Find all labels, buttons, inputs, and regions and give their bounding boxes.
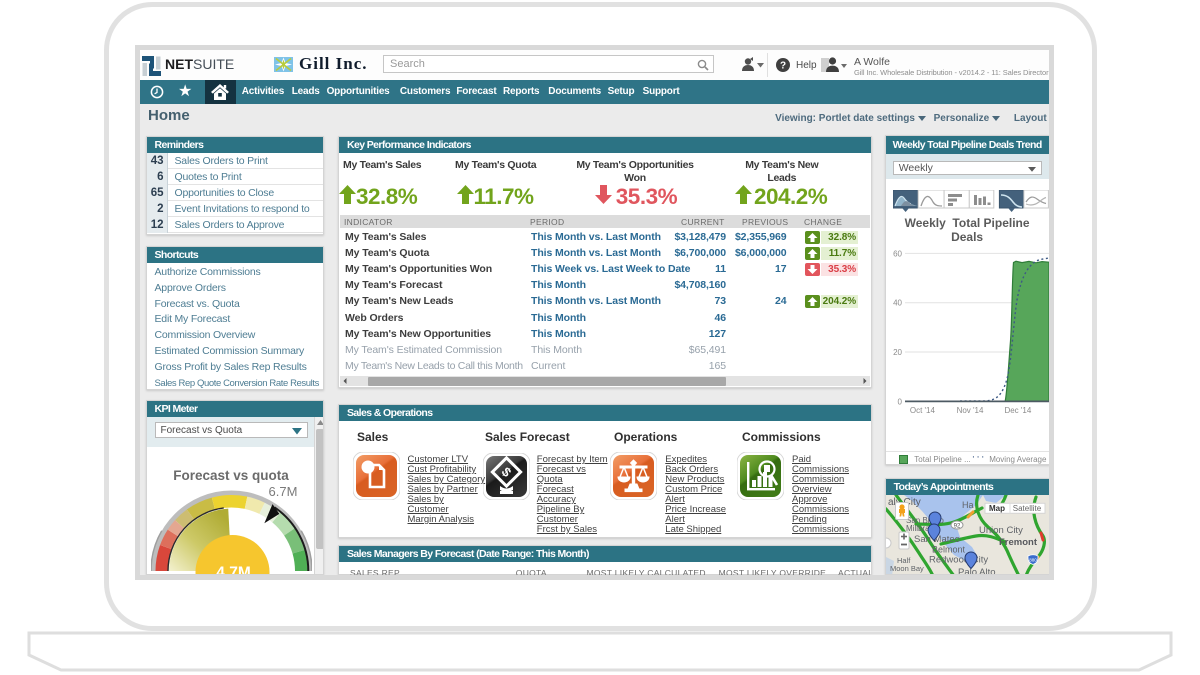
svg-text:Oct '14: Oct '14	[909, 406, 935, 415]
svg-text:20: 20	[893, 348, 902, 357]
svg-text:Dec '14: Dec '14	[1004, 406, 1031, 415]
svg-text:Fremont: Fremont	[999, 537, 1038, 548]
svg-text:Palo Alto: Palo Alto	[958, 567, 996, 575]
svg-text:San Mateo: San Mateo	[914, 534, 960, 545]
svg-text:40: 40	[893, 298, 902, 307]
svg-text:Ha: Ha	[962, 500, 974, 510]
svg-text:880: 880	[1029, 557, 1037, 562]
svg-text:Belmont: Belmont	[932, 544, 966, 554]
svg-text:Millbrae: Millbrae	[906, 524, 935, 533]
svg-text:Redwood City: Redwood City	[929, 554, 988, 565]
svg-text:92: 92	[953, 523, 960, 529]
svg-text:4.7M: 4.7M	[216, 565, 250, 576]
svg-text:60: 60	[893, 249, 902, 258]
svg-text:0: 0	[897, 397, 902, 406]
svg-text:Nov '14: Nov '14	[956, 406, 983, 415]
svg-text:Half: Half	[897, 556, 911, 565]
svg-text:San Bruno: San Bruno	[906, 516, 944, 525]
svg-text:Moon Bay: Moon Bay	[890, 564, 924, 573]
svg-text:Union City: Union City	[979, 525, 1023, 536]
svg-text:Satellite: Satellite	[1012, 504, 1041, 513]
svg-text:Map: Map	[989, 504, 1005, 513]
svg-text:?: ?	[780, 61, 786, 72]
